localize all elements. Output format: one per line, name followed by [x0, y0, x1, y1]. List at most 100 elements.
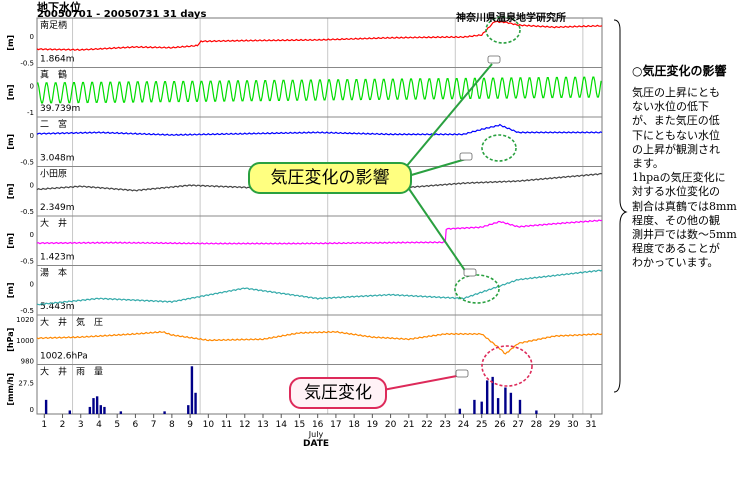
rain-bar — [509, 392, 513, 414]
panel-1: [m] 0 -0.5 南足柄 1.864m — [6, 19, 603, 68]
panel-unit-label: [m] — [6, 282, 15, 298]
notes-line: 下にともない水位 — [632, 128, 720, 142]
x-tick-label: 6 — [133, 420, 139, 430]
rain-bar — [119, 411, 123, 414]
rain-bar — [458, 408, 462, 414]
x-tick-label: 28 — [531, 420, 543, 430]
x-tick-label: 26 — [494, 420, 506, 430]
rain-bar — [491, 376, 494, 414]
panel-tick-label: 0 — [30, 33, 34, 41]
organization-label: 神奈川県温泉地学研究所 — [456, 13, 566, 24]
rain-bar — [163, 411, 166, 414]
panel-6: [m] 0 -0.5 湯 本 5.443m — [6, 265, 603, 315]
x-tick-label: 2 — [60, 420, 66, 430]
rain-bar — [473, 399, 476, 414]
pointer-hand-icon — [487, 55, 501, 64]
chart-panels: [m] 0 -0.5 南足柄 1.864m [m] 0 -1 真 鶴 39.739m [m] 0 -0.… — [6, 19, 603, 414]
x-tick-label: 25 — [476, 420, 487, 430]
panel-2: [m] 0 -1 真 鶴 39.739m — [6, 67, 602, 117]
x-tick-label: 17 — [330, 420, 341, 430]
x-tick-label: 21 — [403, 420, 414, 430]
pointer-hand-icon — [459, 152, 473, 161]
x-tick-label: 18 — [348, 420, 360, 430]
callout-pointer-line — [404, 63, 493, 169]
notes-line: ない水位の低下 — [632, 100, 709, 114]
panel-tick-label: 0 — [30, 82, 34, 90]
x-tick-label: 22 — [421, 420, 432, 430]
x-tick-label: 27 — [512, 420, 523, 430]
station-label: 湯 本 — [40, 267, 67, 279]
series-line — [36, 123, 603, 136]
panel-tick-label: -0.5 — [20, 159, 34, 167]
notes-bracket — [613, 19, 628, 393]
rain-bar — [88, 406, 92, 414]
panel-tick-label: 0 — [30, 231, 34, 239]
panel-8: [mm/h] 27.5 0 大 井 雨 量 — [6, 364, 602, 414]
rain-bar — [518, 399, 522, 414]
rain-bar — [44, 399, 48, 414]
x-tick-label: 11 — [221, 420, 232, 430]
rain-bar — [194, 392, 197, 414]
panel-tick-label: 980 — [21, 358, 34, 366]
station-value-label: 3.048m — [40, 154, 75, 164]
panel-tick-label: -1 — [27, 109, 34, 117]
notes-line: ます。 — [632, 157, 664, 170]
notes-line: 気圧の上昇にとも — [632, 86, 720, 99]
panel-tick-label: 27.5 — [18, 379, 34, 387]
date-range: 20050701 - 20050731 31 days — [37, 9, 207, 20]
pressure-effect-callout: 気圧変化の影響 — [248, 162, 412, 194]
panel-3: [m] 0 -0.5 二 宮 3.048m — [6, 116, 603, 167]
chart-title: 地下水位 — [37, 1, 81, 14]
station-label: 大 井 気 圧 — [40, 316, 103, 328]
callout-pointer-line — [407, 158, 467, 177]
rain-bar — [68, 410, 72, 414]
panel-unit-label: [m] — [6, 233, 15, 249]
panel-7: [hPa]1020 1000 980 大 井 気 圧 1002.6hPa — [6, 314, 603, 366]
notes-line: 1hpaの気圧変化に — [632, 171, 726, 185]
rain-bar — [95, 396, 99, 414]
station-value-label: 1.864m — [40, 55, 75, 65]
panel-tick-label: 1020 — [16, 316, 34, 324]
x-tick-label: 20 — [385, 420, 397, 430]
notes-line: わかっています。 — [632, 256, 719, 270]
callout-pointer-line — [382, 374, 463, 391]
series-line — [36, 330, 603, 355]
station-value-label: 5.443m — [40, 302, 75, 312]
notes-title: ○気圧変化の影響 — [632, 64, 727, 78]
x-tick-label: 23 — [440, 420, 451, 430]
panel-tick-label: 1000 — [16, 337, 34, 345]
station-value-label: 1002.6hPa — [40, 352, 88, 362]
notes-line: 割合は真鶴では8mm — [632, 199, 737, 213]
series-line — [36, 219, 603, 245]
x-tick-label: 9 — [187, 420, 193, 430]
notes-line: 程度であることが — [632, 242, 720, 256]
x-tick-label: 1 — [41, 420, 47, 430]
highlight-ellipse — [454, 274, 500, 304]
notes-line: 程度、その他の観 — [632, 213, 720, 227]
panel-unit-label: [mm/h] — [6, 373, 15, 406]
panel-tick-label: -0.5 — [20, 258, 34, 266]
x-tick-label: 5 — [114, 420, 120, 430]
panel-tick-label: -0.5 — [20, 208, 34, 216]
panel-tick-label: 0 — [30, 181, 34, 189]
series-line — [36, 20, 603, 51]
panel-tick-label: 0 — [30, 132, 34, 140]
panel-tick-label: 0 — [30, 280, 34, 288]
station-value-label: 1.423m — [40, 253, 75, 263]
notes-line: が、また気圧の低 — [632, 114, 720, 128]
x-tick-label: 4 — [96, 420, 102, 430]
panel-5: [m] 0 -0.5 大 井 1.423m — [6, 215, 603, 266]
notes-line: 対する水位変化の — [632, 185, 720, 199]
panel-unit-label: [m] — [6, 35, 15, 51]
highlight-ellipse — [481, 345, 533, 387]
x-tick-label: 12 — [239, 420, 250, 430]
rain-bar — [103, 406, 106, 414]
notes-line: の上昇が観測され — [632, 142, 720, 156]
rain-bar — [496, 398, 500, 414]
rain-bar — [504, 387, 507, 414]
station-label: 真 鶴 — [40, 69, 67, 81]
x-tick-label: 24 — [458, 420, 470, 430]
x-tick-label: 29 — [549, 420, 561, 430]
rain-bar — [485, 380, 489, 414]
